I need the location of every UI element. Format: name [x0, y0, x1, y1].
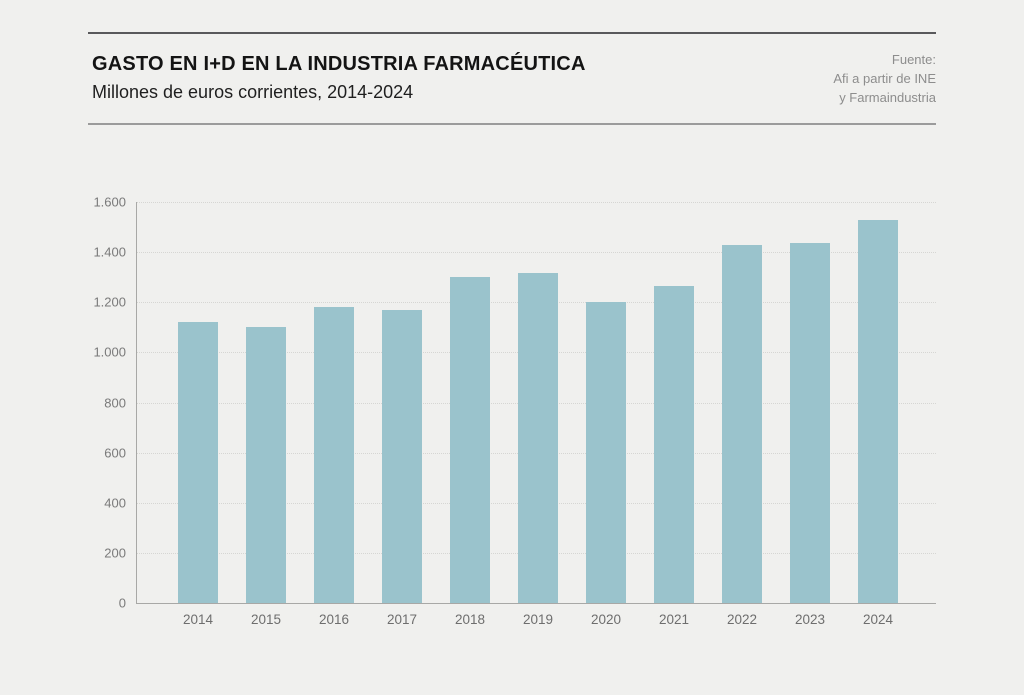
y-tick-label: 200: [104, 545, 126, 561]
bar-2022: [722, 245, 762, 603]
bar-chart-plot-area: 0 200 400 600 800 1.000 1.200 1.400 1.600 2014 201…: [93, 195, 936, 627]
y-tick-label: 400: [104, 495, 126, 511]
bar-2020: [586, 302, 626, 603]
y-tick-label: 1.000: [93, 344, 126, 360]
y-tick-label: 1.600: [93, 194, 126, 210]
y-tick-label: 1.400: [93, 244, 126, 260]
bar-2018: [450, 277, 490, 603]
bar-2019: [518, 273, 558, 603]
chart-title: GASTO EN I+D EN LA INDUSTRIA FARMACÉUTIC…: [92, 53, 586, 75]
x-tick-label: 2021: [658, 612, 690, 627]
y-tick-label: 600: [104, 445, 126, 461]
bar-2023: [790, 243, 830, 603]
bar-2014: [178, 322, 218, 603]
bar-2021: [654, 286, 694, 603]
x-tick-label: 2017: [386, 612, 418, 627]
y-tick-label: 800: [104, 395, 126, 410]
bar-2017: [382, 310, 422, 603]
y-tick-label: 1.200: [93, 294, 126, 310]
x-tick-label: 2023: [794, 612, 826, 627]
y-tick-label: 0: [118, 595, 126, 611]
x-tick-label: 2016: [318, 612, 350, 627]
x-tick-label: 2014: [182, 612, 214, 627]
y-axis-line: [136, 202, 137, 603]
source-line: Afi a partir de INE: [833, 71, 936, 86]
gridline: [137, 252, 936, 254]
source-attribution: Fuente: Afi a partir de INE y Farmaindus…: [676, 50, 936, 107]
bar-2024: [858, 220, 898, 603]
chart-subtitle: Millones de euros corrientes, 2014-2024: [92, 82, 414, 102]
x-tick-label: 2024: [862, 612, 894, 627]
x-tick-label: 2019: [522, 612, 554, 627]
bar-2015: [246, 327, 286, 603]
header-top-rule: [88, 32, 936, 34]
source-line: Fuente:: [891, 52, 936, 67]
x-tick-label: 2015: [250, 612, 282, 627]
source-line: y Farmaindustria: [839, 90, 936, 105]
bar-2016: [314, 307, 354, 603]
x-tick-label: 2022: [726, 612, 758, 627]
x-tick-label: 2018: [454, 612, 486, 627]
x-tick-label: 2020: [590, 612, 622, 627]
x-axis-line: [136, 603, 936, 604]
header-bottom-rule: [88, 123, 936, 125]
gridline: [137, 202, 936, 203]
